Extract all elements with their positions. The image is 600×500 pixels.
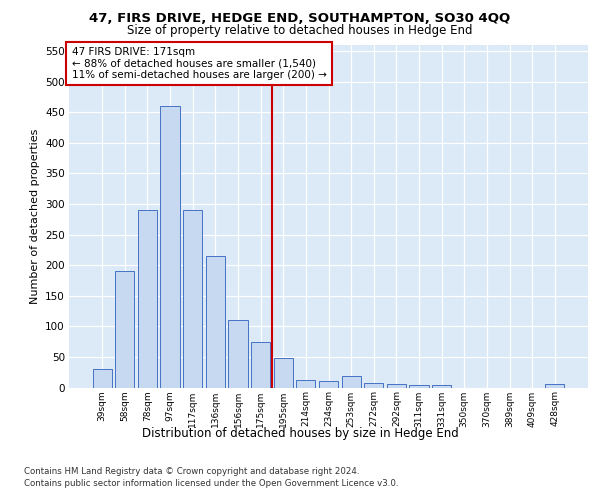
Text: 47 FIRS DRIVE: 171sqm
← 88% of detached houses are smaller (1,540)
11% of semi-d: 47 FIRS DRIVE: 171sqm ← 88% of detached … xyxy=(71,46,326,80)
Text: Contains HM Land Registry data © Crown copyright and database right 2024.: Contains HM Land Registry data © Crown c… xyxy=(24,468,359,476)
Bar xyxy=(319,382,338,388)
Bar xyxy=(138,210,157,388)
Bar xyxy=(296,380,316,388)
Text: Distribution of detached houses by size in Hedge End: Distribution of detached houses by size … xyxy=(142,428,458,440)
Bar xyxy=(545,384,565,388)
Bar xyxy=(251,342,270,388)
Bar xyxy=(409,385,428,388)
Bar xyxy=(387,384,406,388)
Bar xyxy=(432,385,451,388)
Bar xyxy=(364,382,383,388)
Bar xyxy=(160,106,180,388)
Bar xyxy=(229,320,248,388)
Y-axis label: Number of detached properties: Number of detached properties xyxy=(29,128,40,304)
Bar xyxy=(206,256,225,388)
Bar xyxy=(115,272,134,388)
Text: Size of property relative to detached houses in Hedge End: Size of property relative to detached ho… xyxy=(127,24,473,37)
Bar xyxy=(274,358,293,388)
Bar xyxy=(341,376,361,388)
Text: Contains public sector information licensed under the Open Government Licence v3: Contains public sector information licen… xyxy=(24,479,398,488)
Text: 47, FIRS DRIVE, HEDGE END, SOUTHAMPTON, SO30 4QQ: 47, FIRS DRIVE, HEDGE END, SOUTHAMPTON, … xyxy=(89,12,511,26)
Bar xyxy=(183,210,202,388)
Bar xyxy=(92,369,112,388)
